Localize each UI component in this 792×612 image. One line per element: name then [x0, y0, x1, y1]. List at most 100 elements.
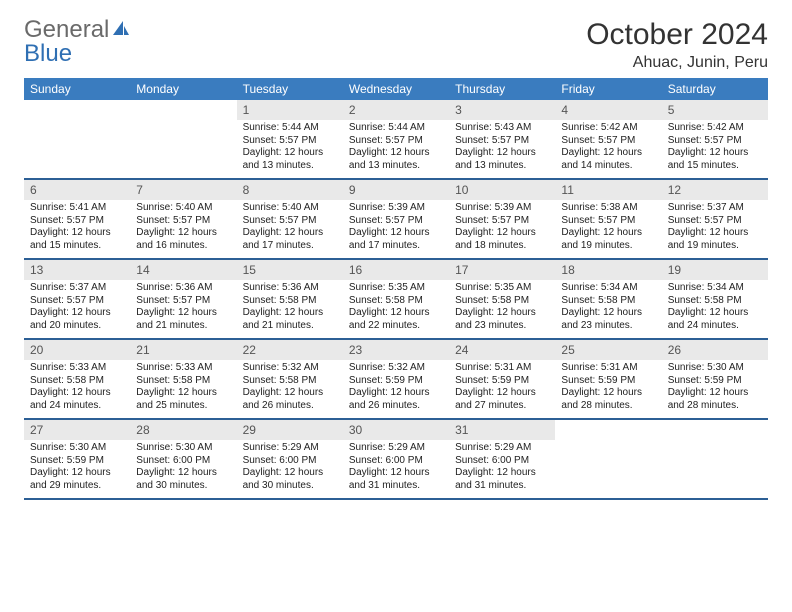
day-number: 9 — [343, 180, 449, 200]
day-data-cell: Sunrise: 5:43 AMSunset: 5:57 PMDaylight:… — [449, 120, 555, 178]
weekday-header: Sunday — [24, 78, 130, 100]
day-number: 5 — [662, 100, 768, 120]
day-data: Sunrise: 5:42 AMSunset: 5:57 PMDaylight:… — [662, 120, 768, 178]
day-data-cell: Sunrise: 5:30 AMSunset: 6:00 PMDaylight:… — [130, 440, 236, 498]
day-number: 13 — [24, 260, 130, 280]
day-data: Sunrise: 5:42 AMSunset: 5:57 PMDaylight:… — [555, 120, 661, 178]
day-data: Sunrise: 5:29 AMSunset: 6:00 PMDaylight:… — [237, 440, 343, 498]
day-number: 4 — [555, 100, 661, 120]
day-number-cell: 18 — [555, 260, 661, 280]
logo-word1: General — [24, 16, 109, 43]
day-number-cell: 10 — [449, 180, 555, 200]
day-data-cell: Sunrise: 5:34 AMSunset: 5:58 PMDaylight:… — [662, 280, 768, 338]
daydata-row: Sunrise: 5:41 AMSunset: 5:57 PMDaylight:… — [24, 200, 768, 258]
daynum-row: 12345 — [24, 100, 768, 120]
day-number: 20 — [24, 340, 130, 360]
calendar-table: SundayMondayTuesdayWednesdayThursdayFrid… — [24, 78, 768, 500]
day-number: 15 — [237, 260, 343, 280]
weekday-header: Friday — [555, 78, 661, 100]
day-number-cell: 14 — [130, 260, 236, 280]
day-data-cell: Sunrise: 5:33 AMSunset: 5:58 PMDaylight:… — [130, 360, 236, 418]
logo-word2: Blue — [24, 40, 72, 67]
day-data-cell: Sunrise: 5:37 AMSunset: 5:57 PMDaylight:… — [662, 200, 768, 258]
day-number-cell: 7 — [130, 180, 236, 200]
day-data-cell: Sunrise: 5:44 AMSunset: 5:57 PMDaylight:… — [237, 120, 343, 178]
header: GeneralBlue October 2024 Ahuac, Junin, P… — [24, 18, 768, 72]
day-data-cell: Sunrise: 5:29 AMSunset: 6:00 PMDaylight:… — [237, 440, 343, 498]
daynum-row: 2728293031 — [24, 420, 768, 440]
day-data-cell: Sunrise: 5:31 AMSunset: 5:59 PMDaylight:… — [449, 360, 555, 418]
day-number-cell: 25 — [555, 340, 661, 360]
day-data-cell: Sunrise: 5:30 AMSunset: 5:59 PMDaylight:… — [24, 440, 130, 498]
day-data: Sunrise: 5:38 AMSunset: 5:57 PMDaylight:… — [555, 200, 661, 258]
day-number: 17 — [449, 260, 555, 280]
day-number-cell: 9 — [343, 180, 449, 200]
day-data: Sunrise: 5:44 AMSunset: 5:57 PMDaylight:… — [343, 120, 449, 178]
daynum-row: 13141516171819 — [24, 260, 768, 280]
day-number: 8 — [237, 180, 343, 200]
empty-cell — [24, 120, 130, 178]
day-data: Sunrise: 5:32 AMSunset: 5:59 PMDaylight:… — [343, 360, 449, 418]
daynum-row: 6789101112 — [24, 180, 768, 200]
day-data: Sunrise: 5:29 AMSunset: 6:00 PMDaylight:… — [343, 440, 449, 498]
day-data: Sunrise: 5:31 AMSunset: 5:59 PMDaylight:… — [449, 360, 555, 418]
day-data-cell: Sunrise: 5:32 AMSunset: 5:58 PMDaylight:… — [237, 360, 343, 418]
logo-text: GeneralBlue — [24, 18, 131, 66]
day-data: Sunrise: 5:37 AMSunset: 5:57 PMDaylight:… — [24, 280, 130, 338]
day-number-cell: 5 — [662, 100, 768, 120]
daydata-row: Sunrise: 5:37 AMSunset: 5:57 PMDaylight:… — [24, 280, 768, 338]
day-number: 14 — [130, 260, 236, 280]
day-data: Sunrise: 5:34 AMSunset: 5:58 PMDaylight:… — [662, 280, 768, 338]
day-data: Sunrise: 5:30 AMSunset: 5:59 PMDaylight:… — [662, 360, 768, 418]
day-number-cell: 30 — [343, 420, 449, 440]
day-number-cell: 16 — [343, 260, 449, 280]
day-data-cell: Sunrise: 5:42 AMSunset: 5:57 PMDaylight:… — [662, 120, 768, 178]
day-data: Sunrise: 5:31 AMSunset: 5:59 PMDaylight:… — [555, 360, 661, 418]
day-data: Sunrise: 5:40 AMSunset: 5:57 PMDaylight:… — [237, 200, 343, 258]
weekday-header: Thursday — [449, 78, 555, 100]
day-data-cell: Sunrise: 5:38 AMSunset: 5:57 PMDaylight:… — [555, 200, 661, 258]
day-data: Sunrise: 5:37 AMSunset: 5:57 PMDaylight:… — [662, 200, 768, 258]
day-number: 29 — [237, 420, 343, 440]
day-number: 18 — [555, 260, 661, 280]
day-number-cell: 20 — [24, 340, 130, 360]
day-number-cell: 13 — [24, 260, 130, 280]
day-number: 2 — [343, 100, 449, 120]
daynum-row: 20212223242526 — [24, 340, 768, 360]
day-number-cell: 15 — [237, 260, 343, 280]
day-data: Sunrise: 5:35 AMSunset: 5:58 PMDaylight:… — [449, 280, 555, 338]
day-data: Sunrise: 5:30 AMSunset: 6:00 PMDaylight:… — [130, 440, 236, 498]
day-data-cell: Sunrise: 5:44 AMSunset: 5:57 PMDaylight:… — [343, 120, 449, 178]
day-number: 7 — [130, 180, 236, 200]
day-data-cell: Sunrise: 5:30 AMSunset: 5:59 PMDaylight:… — [662, 360, 768, 418]
day-data-cell: Sunrise: 5:29 AMSunset: 6:00 PMDaylight:… — [449, 440, 555, 498]
empty-cell — [130, 120, 236, 178]
day-number-cell: 19 — [662, 260, 768, 280]
weekday-header: Saturday — [662, 78, 768, 100]
day-data: Sunrise: 5:32 AMSunset: 5:58 PMDaylight:… — [237, 360, 343, 418]
calendar-page: GeneralBlue October 2024 Ahuac, Junin, P… — [0, 0, 792, 518]
day-data-cell: Sunrise: 5:36 AMSunset: 5:58 PMDaylight:… — [237, 280, 343, 338]
day-data: Sunrise: 5:36 AMSunset: 5:57 PMDaylight:… — [130, 280, 236, 338]
day-number-cell: 11 — [555, 180, 661, 200]
day-number: 19 — [662, 260, 768, 280]
day-data-cell: Sunrise: 5:40 AMSunset: 5:57 PMDaylight:… — [237, 200, 343, 258]
day-number: 31 — [449, 420, 555, 440]
day-number: 28 — [130, 420, 236, 440]
day-number-cell: 29 — [237, 420, 343, 440]
day-data-cell: Sunrise: 5:32 AMSunset: 5:59 PMDaylight:… — [343, 360, 449, 418]
day-number: 11 — [555, 180, 661, 200]
day-number: 10 — [449, 180, 555, 200]
day-number-cell: 28 — [130, 420, 236, 440]
day-number-cell: 4 — [555, 100, 661, 120]
day-data: Sunrise: 5:41 AMSunset: 5:57 PMDaylight:… — [24, 200, 130, 258]
day-data-cell: Sunrise: 5:39 AMSunset: 5:57 PMDaylight:… — [343, 200, 449, 258]
day-data-cell: Sunrise: 5:33 AMSunset: 5:58 PMDaylight:… — [24, 360, 130, 418]
location: Ahuac, Junin, Peru — [586, 54, 768, 72]
day-number: 12 — [662, 180, 768, 200]
day-data-cell: Sunrise: 5:42 AMSunset: 5:57 PMDaylight:… — [555, 120, 661, 178]
day-number-cell: 26 — [662, 340, 768, 360]
day-number: 25 — [555, 340, 661, 360]
daydata-row: Sunrise: 5:44 AMSunset: 5:57 PMDaylight:… — [24, 120, 768, 178]
day-data: Sunrise: 5:35 AMSunset: 5:58 PMDaylight:… — [343, 280, 449, 338]
